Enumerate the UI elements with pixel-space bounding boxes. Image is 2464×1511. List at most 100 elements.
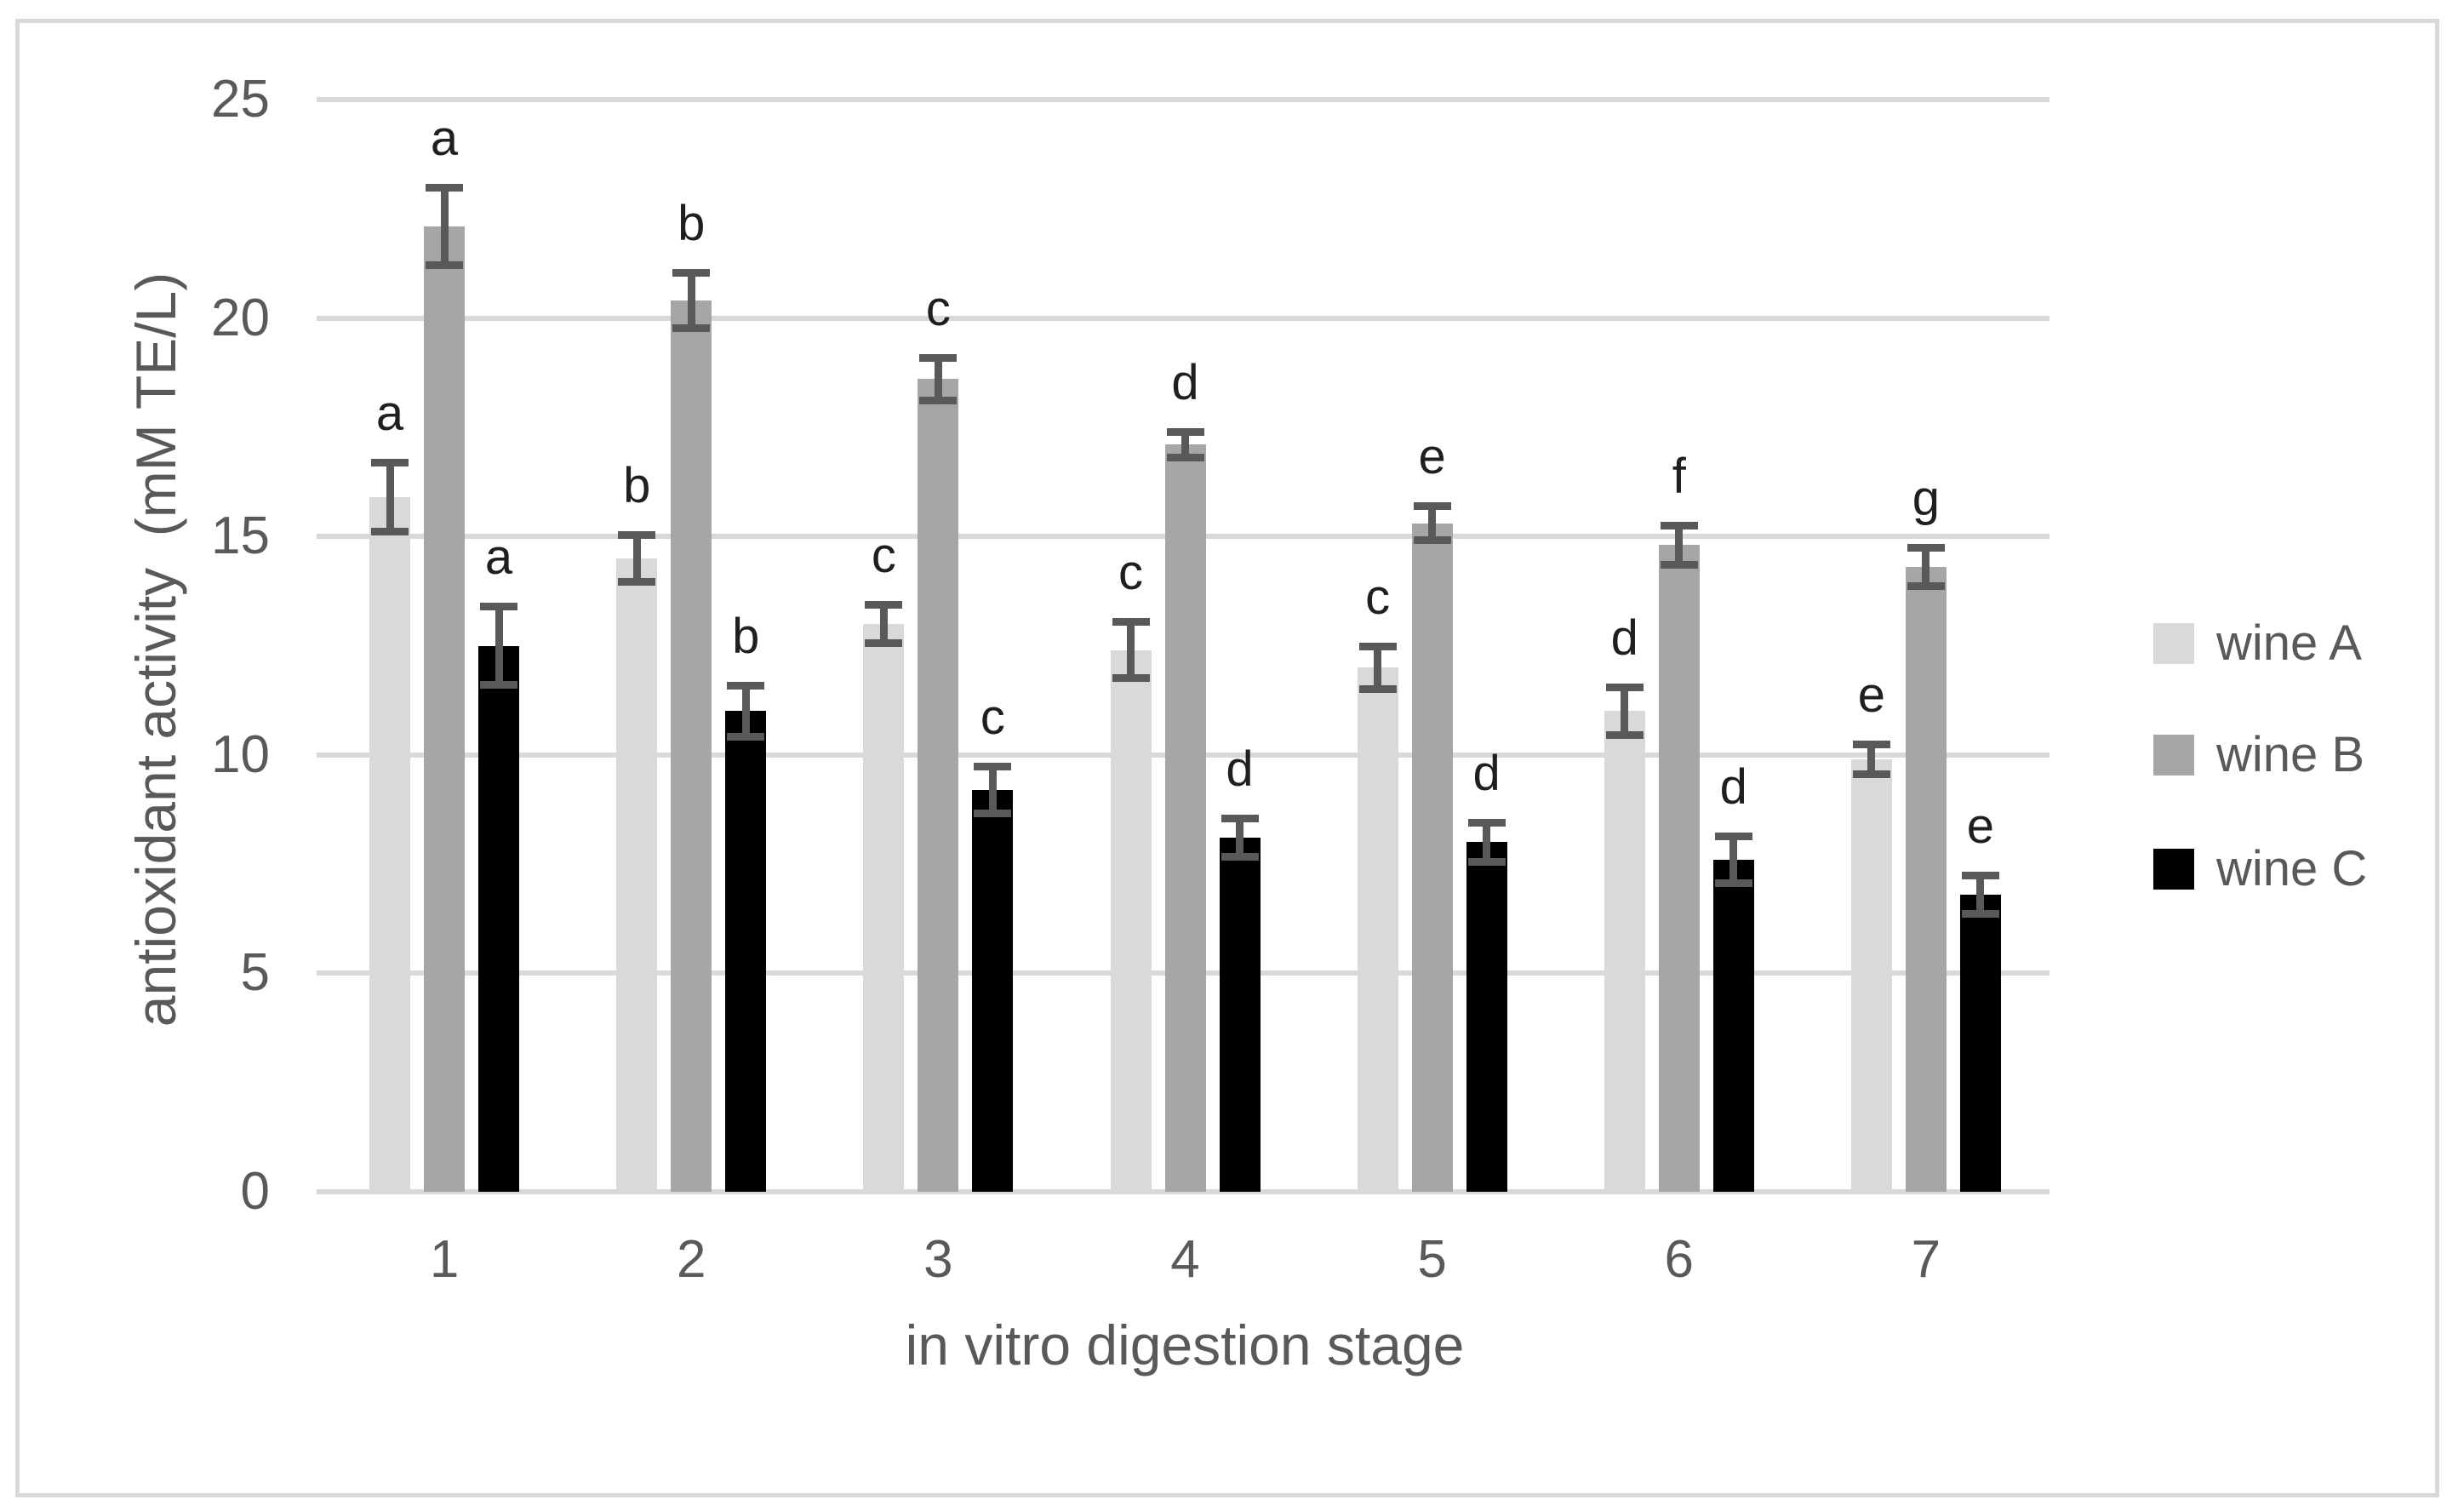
error-cap-top-wine-a-stage3: [865, 600, 903, 609]
error-cap-bottom-wine-a-stage3: [865, 638, 903, 647]
x-tick-label-3: 3: [923, 1230, 953, 1289]
y-tick-label-5: 5: [240, 943, 270, 1003]
sig-letter-wine-c-stage7: e: [1966, 798, 1995, 854]
error-cap-top-wine-a-stage7: [1852, 740, 1890, 748]
x-tick-label-1: 1: [429, 1230, 460, 1289]
error-cap-bottom-wine-c-stage1: [480, 680, 518, 689]
wine-b-swatch: [2153, 735, 2194, 776]
bar-wine-a-stage1: [369, 497, 411, 1192]
error-whisker-wine-a-stage7: [1867, 743, 1876, 775]
y-tick-label-10: 10: [211, 724, 270, 784]
error-whisker-wine-c-stage1: [495, 606, 503, 685]
x-axis-title: in vitro digestion stage: [905, 1314, 1465, 1376]
sig-letter-wine-c-stage2: b: [732, 608, 760, 664]
error-cap-top-wine-c-stage5: [1467, 819, 1506, 827]
error-cap-bottom-wine-b-stage5: [1413, 536, 1451, 545]
error-whisker-wine-c-stage4: [1236, 818, 1243, 858]
bar-wine-c-stage2: [725, 711, 767, 1192]
error-cap-top-wine-b-stage4: [1166, 428, 1204, 437]
error-cap-bottom-wine-a-stage4: [1112, 673, 1150, 682]
sig-letter-wine-c-stage3: c: [980, 689, 1005, 745]
error-cap-top-wine-c-stage3: [974, 762, 1012, 770]
sig-letter-wine-a-stage6: d: [1610, 610, 1638, 667]
error-cap-top-wine-b-stage5: [1413, 502, 1451, 511]
x-tick-label-7: 7: [1911, 1230, 1941, 1289]
x-tick-label-5: 5: [1417, 1230, 1447, 1289]
error-cap-top-wine-c-stage7: [1961, 871, 1999, 879]
bar-wine-a-stage5: [1357, 667, 1398, 1192]
error-cap-bottom-wine-b-stage3: [919, 397, 958, 405]
error-whisker-wine-b-stage5: [1428, 506, 1437, 541]
error-cap-bottom-wine-c-stage7: [1961, 910, 1999, 919]
error-cap-top-wine-b-stage7: [1907, 544, 1945, 552]
error-cap-top-wine-b-stage1: [426, 183, 464, 192]
error-whisker-wine-c-stage5: [1483, 822, 1491, 862]
error-cap-bottom-wine-a-stage7: [1852, 770, 1890, 778]
error-whisker-wine-a-stage6: [1621, 687, 1629, 735]
error-cap-bottom-wine-c-stage4: [1221, 853, 1259, 861]
error-whisker-wine-a-stage5: [1374, 645, 1382, 690]
y-tick-label-25: 25: [211, 70, 270, 129]
bar-wine-a-stage6: [1604, 711, 1645, 1192]
bar-wine-b-stage7: [1905, 567, 1947, 1192]
bar-wine-b-stage3: [918, 379, 959, 1192]
error-whisker-wine-b-stage3: [934, 357, 942, 402]
legend-item-wine-c: wine C: [2153, 844, 2367, 894]
error-cap-bottom-wine-b-stage2: [672, 324, 711, 333]
error-cap-bottom-wine-b-stage4: [1166, 453, 1204, 461]
sig-letter-wine-b-stage6: f: [1672, 449, 1686, 505]
error-whisker-wine-c-stage7: [1976, 874, 1985, 915]
sig-letter-wine-c-stage1: a: [484, 529, 513, 586]
bar-wine-b-stage6: [1658, 545, 1700, 1192]
error-cap-bottom-wine-c-stage5: [1467, 857, 1506, 866]
error-cap-top-wine-b-stage3: [919, 353, 958, 362]
sig-letter-wine-b-stage4: d: [1171, 355, 1199, 411]
error-whisker-wine-b-stage6: [1675, 525, 1684, 565]
error-cap-top-wine-c-stage6: [1714, 832, 1752, 840]
legend-item-wine-a: wine A: [2153, 619, 2362, 668]
bar-wine-c-stage4: [1219, 838, 1261, 1192]
error-whisker-wine-b-stage2: [687, 272, 695, 329]
error-whisker-wine-a-stage1: [386, 461, 394, 533]
x-axis-line: [317, 1189, 2050, 1194]
sig-letter-wine-b-stage1: a: [430, 110, 459, 166]
bar-wine-b-stage2: [671, 300, 712, 1192]
error-whisker-wine-c-stage3: [988, 765, 997, 815]
sig-letter-wine-b-stage5: e: [1418, 429, 1446, 485]
bar-wine-c-stage5: [1466, 842, 1507, 1192]
error-whisker-wine-b-stage7: [1922, 547, 1930, 587]
sig-letter-wine-b-stage2: b: [677, 195, 706, 251]
error-whisker-wine-c-stage6: [1729, 835, 1738, 884]
error-cap-top-wine-a-stage1: [371, 458, 409, 466]
error-cap-bottom-wine-a-stage1: [371, 528, 409, 536]
sig-letter-wine-a-stage5: c: [1365, 569, 1391, 625]
error-cap-top-wine-a-stage4: [1112, 618, 1150, 627]
bar-wine-a-stage2: [616, 558, 658, 1192]
error-cap-top-wine-a-stage2: [618, 530, 656, 539]
error-whisker-wine-c-stage2: [741, 684, 750, 738]
x-tick-label-6: 6: [1664, 1230, 1695, 1289]
error-whisker-wine-a-stage3: [879, 604, 888, 644]
chart-border-frame: [15, 19, 2439, 1497]
error-whisker-wine-a-stage2: [632, 534, 641, 583]
bar-wine-c-stage3: [972, 789, 1014, 1192]
error-cap-bottom-wine-a-stage5: [1358, 684, 1397, 693]
error-cap-bottom-wine-c-stage3: [974, 810, 1012, 818]
legend-label-wine-b: wine B: [2216, 727, 2365, 782]
error-cap-bottom-wine-a-stage6: [1605, 730, 1644, 739]
y-tick-label-0: 0: [240, 1162, 270, 1221]
sig-letter-wine-b-stage3: c: [925, 280, 951, 336]
sig-letter-wine-a-stage3: c: [871, 527, 896, 583]
sig-letter-wine-a-stage2: b: [623, 457, 651, 513]
error-cap-top-wine-c-stage4: [1221, 815, 1259, 823]
error-cap-bottom-wine-b-stage7: [1907, 582, 1945, 591]
bar-wine-b-stage1: [424, 226, 466, 1192]
sig-letter-wine-b-stage7: g: [1912, 471, 1941, 527]
plot-area: a b c c c d e a b c d e f g a b c d d d e: [317, 97, 2050, 1194]
legend-label-wine-c: wine C: [2216, 841, 2368, 896]
bar-wine-c-stage6: [1712, 859, 1754, 1192]
sig-letter-wine-a-stage4: c: [1118, 545, 1143, 601]
bar-wine-b-stage4: [1164, 444, 1206, 1192]
sig-letter-wine-a-stage7: e: [1857, 667, 1886, 723]
error-cap-top-wine-a-stage6: [1605, 684, 1644, 692]
